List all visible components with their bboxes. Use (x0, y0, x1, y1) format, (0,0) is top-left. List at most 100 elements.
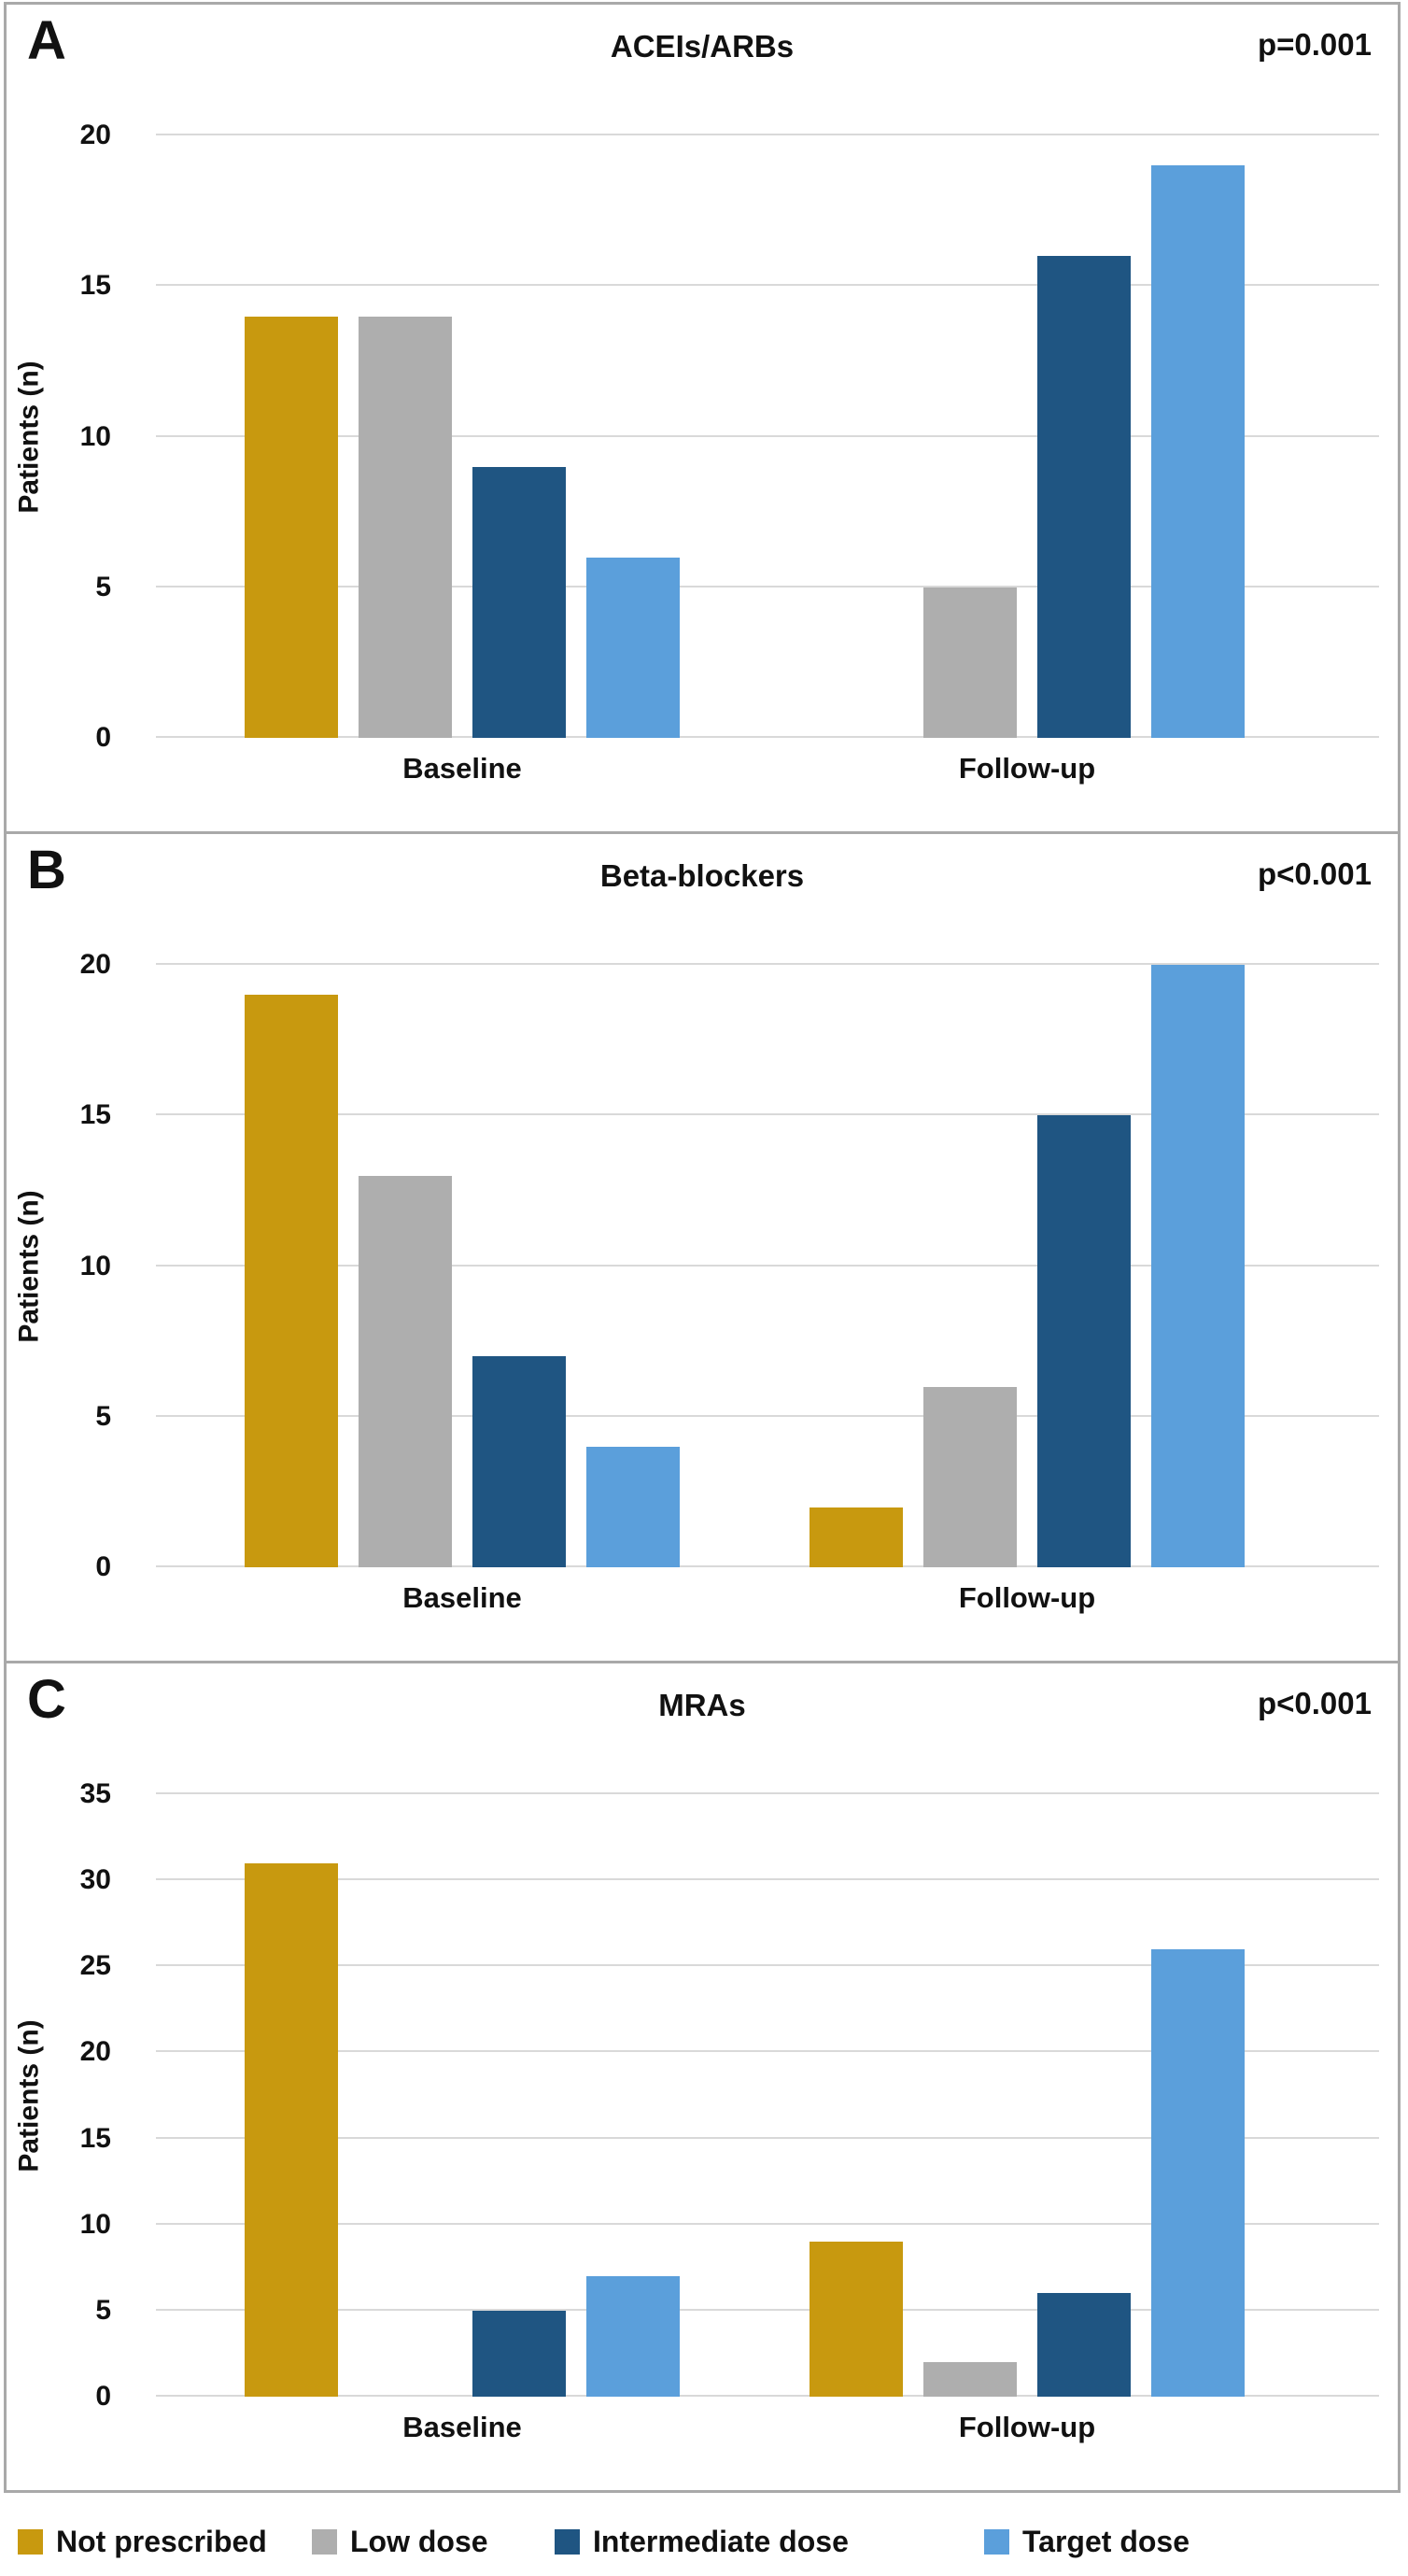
bar-slot (923, 965, 1017, 1567)
gridline (156, 2395, 1379, 2397)
gridline (156, 1565, 1379, 1567)
gridline (156, 1964, 1379, 1967)
y-tick-label: 10 (79, 1250, 111, 1281)
bar-slot (810, 965, 903, 1567)
y-tick-label: 35 (79, 1778, 111, 1809)
y-tick-label: 10 (79, 420, 111, 452)
bar-slot (1151, 135, 1245, 738)
bar-slot (245, 135, 338, 738)
x-axis-category-label: Baseline (402, 752, 522, 785)
bar-group-follow-up (810, 1794, 1245, 2397)
gridline (156, 963, 1379, 965)
x-axis-category-label: Baseline (402, 1581, 522, 1614)
gridline (156, 1878, 1379, 1881)
legend-label: Low dose (350, 2524, 488, 2558)
y-axis-ticks: 0 5 10 15 20 25 30 35 (7, 1780, 145, 2411)
bar-target-dose (586, 1447, 680, 1567)
bar-target-dose (586, 557, 680, 738)
x-axis-labels: Baseline Follow-up (7, 752, 1398, 799)
legend-item-intermediate-dose: Intermediate dose (555, 2512, 849, 2570)
bar-slot (472, 135, 566, 738)
bar-slot (1037, 135, 1131, 738)
bar-intermediate-dose (472, 2310, 566, 2397)
legend-swatch-intermediate-dose (555, 2528, 580, 2555)
bar-not-prescribed (810, 1507, 903, 1567)
y-tick-label: 5 (95, 571, 111, 602)
bar-not-prescribed (245, 1862, 338, 2397)
bar-intermediate-dose (1037, 256, 1131, 738)
bar-low-dose (923, 1386, 1017, 1567)
y-tick-label: 5 (95, 2294, 111, 2326)
gridline (156, 2308, 1379, 2311)
bar-intermediate-dose (472, 466, 566, 738)
bar-target-dose (1151, 965, 1245, 1567)
y-tick-label: 10 (79, 2208, 111, 2240)
gridline (156, 134, 1379, 135)
gridline (156, 1113, 1379, 1116)
bar-slot (810, 1794, 903, 2397)
bar-low-dose (923, 587, 1017, 738)
bar-slot (359, 135, 452, 738)
gridline (156, 1264, 1379, 1267)
bar-slot (586, 965, 680, 1567)
gridline (156, 736, 1379, 738)
chart-title: MRAs (658, 1688, 746, 1722)
legend-item-not-prescribed: Not prescribed (18, 2512, 267, 2570)
bar-intermediate-dose (472, 1356, 566, 1567)
y-tick-label: 0 (95, 2381, 111, 2412)
bar-group-follow-up (810, 965, 1245, 1567)
bar-slot (586, 135, 680, 738)
bar-slot (472, 1794, 566, 2397)
y-tick-label: 0 (95, 722, 111, 753)
legend-swatch-not-prescribed (18, 2528, 43, 2555)
gridline (156, 1414, 1379, 1417)
gridline (156, 2136, 1379, 2139)
bar-slot (472, 965, 566, 1567)
legend-item-low-dose: Low dose (312, 2512, 488, 2570)
bar-intermediate-dose (1037, 2293, 1131, 2397)
bar-intermediate-dose (1037, 1115, 1131, 1567)
bar-slot (923, 135, 1017, 738)
p-value-annotation: p<0.001 (1257, 856, 1372, 891)
bar-slot (245, 965, 338, 1567)
legend-label: Intermediate dose (593, 2524, 849, 2558)
bar-target-dose (1151, 165, 1245, 738)
y-tick-label: 5 (95, 1400, 111, 1432)
bar-slot (359, 1794, 452, 2397)
x-axis-category-label: Follow-up (958, 752, 1096, 785)
x-axis-labels: Baseline Follow-up (7, 2411, 1398, 2457)
bar-slot (1151, 1794, 1245, 2397)
bar-group-baseline (245, 135, 680, 738)
y-tick-label: 20 (79, 949, 111, 980)
y-axis-ticks: 0 5 10 15 20 (7, 951, 145, 1581)
gridline (156, 434, 1379, 437)
bar-not-prescribed (245, 316, 338, 738)
panel-letter: A (27, 10, 66, 71)
bar-group-baseline (245, 965, 680, 1567)
p-value-annotation: p<0.001 (1257, 1686, 1372, 1720)
gridline (156, 585, 1379, 587)
legend-swatch-low-dose (312, 2528, 337, 2555)
bar-low-dose (359, 1175, 452, 1567)
bar-slot (1151, 965, 1245, 1567)
y-tick-label: 20 (79, 120, 111, 150)
gridline (156, 1792, 1379, 1794)
legend-item-target-dose: Target dose (984, 2512, 1190, 2570)
bar-slot (359, 965, 452, 1567)
bar-slot (245, 1794, 338, 2397)
legend-label: Not prescribed (56, 2524, 267, 2558)
plot-area (156, 1792, 1379, 2397)
legend-swatch-target-dose (984, 2528, 1009, 2555)
bar-slot (1037, 965, 1131, 1567)
plot-area (156, 963, 1379, 1567)
bar-slot (586, 1794, 680, 2397)
panel-letter: B (27, 840, 66, 900)
chart-title: Beta-blockers (599, 858, 805, 893)
x-axis-labels: Baseline Follow-up (7, 1581, 1398, 1628)
legend-label: Target dose (1022, 2524, 1190, 2558)
x-axis-category-label: Follow-up (958, 2411, 1096, 2443)
bar-group-follow-up (810, 135, 1245, 738)
bar-target-dose (586, 2276, 680, 2397)
panel-c: C MRAs p<0.001 Patients (n) 0 5 10 15 20 25 30… (7, 1663, 1398, 2490)
